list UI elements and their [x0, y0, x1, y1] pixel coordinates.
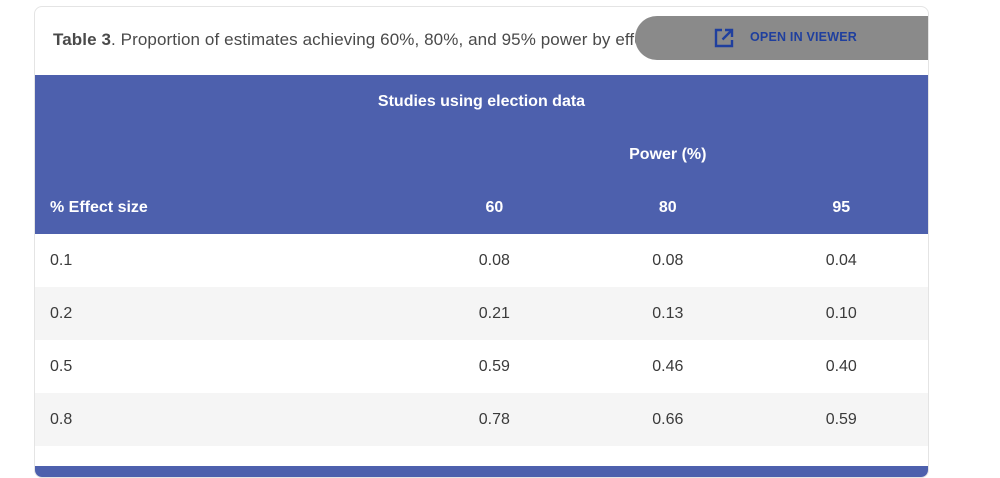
- power-80-cell: 0.13: [581, 287, 755, 340]
- effect-size-cell: 0.1: [35, 234, 408, 287]
- effect-size-cell: 0.8: [35, 393, 408, 446]
- power-95-cell: 0.59: [754, 393, 928, 446]
- power-60-cell: 0.59: [407, 340, 582, 393]
- data-table: Studies using election data Power (%) % …: [35, 75, 928, 446]
- power-80-cell: 0.08: [581, 234, 755, 287]
- table-caption: Table 3. Proportion of estimates achievi…: [53, 30, 683, 50]
- open-in-viewer-button[interactable]: OPEN IN VIEWER: [635, 16, 928, 60]
- table-caption-text: . Proportion of estimates achieving 60%,…: [111, 30, 684, 49]
- power-95-cell: 0.40: [754, 340, 928, 393]
- power-95-cell: 0.10: [754, 287, 928, 340]
- empty-header-cell: [35, 128, 408, 181]
- group-header: Studies using election data: [35, 75, 928, 128]
- table-row: 0.5 0.59 0.46 0.40: [35, 340, 928, 393]
- effect-size-cell: 0.5: [35, 340, 408, 393]
- table-card: Table 3. Proportion of estimates achievi…: [34, 6, 929, 478]
- power-95-cell: 0.04: [754, 234, 928, 287]
- column-header-95: 95: [754, 181, 928, 234]
- column-header-60: 60: [407, 181, 582, 234]
- table-caption-label: Table 3: [53, 30, 112, 49]
- open-in-viewer-label: OPEN IN VIEWER: [750, 30, 857, 44]
- effect-size-cell: 0.2: [35, 287, 408, 340]
- table-row: 0.2 0.21 0.13 0.10: [35, 287, 928, 340]
- table-row: 0.8 0.78 0.66 0.59: [35, 393, 928, 446]
- power-60-cell: 0.78: [407, 393, 582, 446]
- power-60-cell: 0.21: [407, 287, 582, 340]
- power-80-cell: 0.46: [581, 340, 755, 393]
- column-header-effect-size: % Effect size: [35, 181, 408, 234]
- column-header-80: 80: [581, 181, 755, 234]
- open-external-icon: [713, 27, 735, 49]
- power-header: Power (%): [407, 128, 928, 181]
- table-row: 0.1 0.08 0.08 0.04: [35, 234, 928, 287]
- power-80-cell: 0.66: [581, 393, 755, 446]
- power-60-cell: 0.08: [407, 234, 582, 287]
